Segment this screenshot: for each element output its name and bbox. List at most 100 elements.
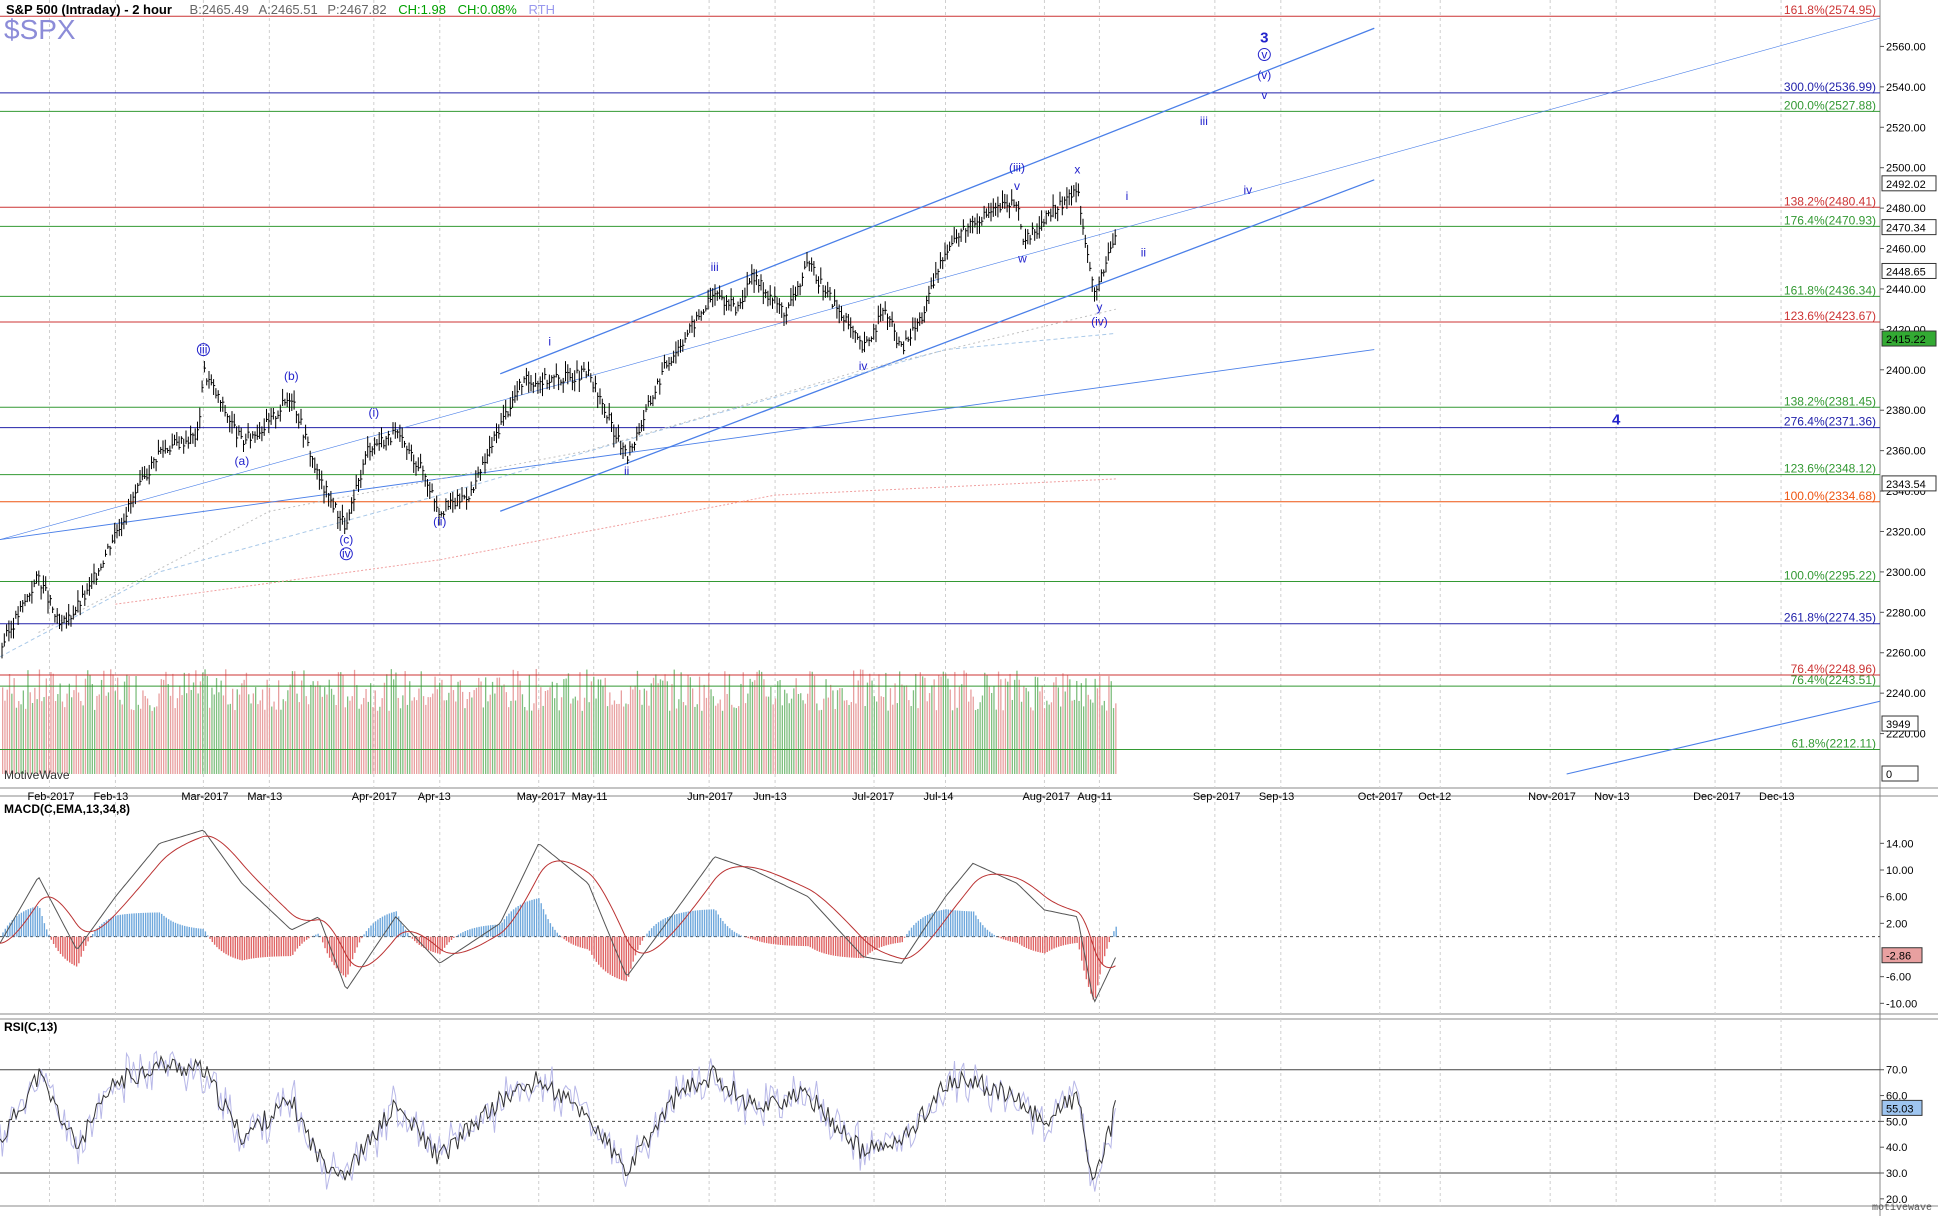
volume-bar <box>882 696 885 774</box>
volume-bar <box>298 702 300 774</box>
rsi-y-tick-label: 20.0 <box>1886 1194 1907 1206</box>
macd-hist-bar <box>16 915 18 937</box>
macd-hist-bar <box>342 936 345 976</box>
volume-bar <box>404 671 406 774</box>
macd-hist-bar <box>478 926 480 937</box>
volume-bar <box>459 680 461 774</box>
macd-hist-bar <box>190 927 193 937</box>
macd-hist-bar <box>554 929 556 937</box>
y-tick-label: 2440.00 <box>1886 284 1926 296</box>
volume-bar <box>1112 708 1115 774</box>
macd-hist-bar <box>1090 936 1092 994</box>
macd-hist-bar <box>1009 936 1012 942</box>
macd-hist-bar <box>82 936 85 951</box>
wave-label: y <box>1096 300 1102 314</box>
y-tick-label: 2500.00 <box>1886 163 1926 175</box>
volume-bar <box>1039 691 1041 774</box>
volume-bar <box>802 700 804 774</box>
macd-hist-bar <box>1058 936 1060 947</box>
volume-bar <box>236 689 238 774</box>
volume-bar <box>924 677 926 774</box>
volume-bar <box>310 684 312 774</box>
macd-hist-bar <box>977 919 979 937</box>
volume-bar <box>1080 683 1082 774</box>
macd-hist-bar <box>328 936 331 958</box>
macd-signal-line <box>0 835 1116 969</box>
macd-hist-bar <box>577 936 579 947</box>
volume-bar <box>848 704 850 774</box>
macd-hist-bar <box>818 936 821 952</box>
rsi-y-tick-label: 30.0 <box>1886 1168 1907 1180</box>
volume-bar <box>68 683 70 774</box>
volume-bar <box>551 681 553 774</box>
macd-hist-bar <box>1085 936 1087 980</box>
volume-bar <box>1103 700 1105 774</box>
macd-hist-bar <box>517 906 519 937</box>
macd-hist-bar <box>200 928 202 937</box>
volume-bar <box>432 693 434 774</box>
volume-bar <box>25 708 27 774</box>
volume-bar <box>126 674 128 774</box>
volume-bar <box>144 695 146 774</box>
y-tick-label: 2260.00 <box>1886 648 1926 660</box>
macd-hist-bar <box>377 919 379 937</box>
volume-bar <box>809 671 811 774</box>
volume-bar <box>34 687 36 774</box>
volume-bar <box>742 672 744 774</box>
macd-hist-bar <box>32 907 34 937</box>
macd-hist-bar <box>87 936 89 942</box>
macd-hist-bar <box>266 936 269 957</box>
macd-hist-bar <box>59 936 62 954</box>
x-tick-label: Aug-11 <box>1077 791 1112 803</box>
volume-bar <box>639 689 641 774</box>
volume-bar <box>133 710 135 774</box>
volume-bar <box>22 690 24 774</box>
volume-bar <box>524 706 526 774</box>
volume-bar <box>1087 694 1089 774</box>
wave-label: i <box>548 335 551 349</box>
macd-hist-bar <box>667 917 669 937</box>
volume-bar <box>751 681 754 774</box>
macd-hist-bar <box>496 924 499 937</box>
volume-bar <box>616 703 618 774</box>
macd-hist-bar <box>34 906 36 937</box>
fib-level-label: 100.0%(2295.22) <box>1784 569 1876 583</box>
volume-bar <box>979 702 981 774</box>
volume-bar <box>600 679 602 774</box>
rsi-y-tick-label: 50.0 <box>1886 1116 1907 1128</box>
change-percent: CH:0.08% <box>457 2 517 17</box>
volume-bar <box>705 697 708 774</box>
macd-hist-bar <box>740 935 742 937</box>
volume-bar <box>429 697 432 774</box>
volume-bar <box>2 687 4 774</box>
volume-bar <box>370 683 372 774</box>
volume-bar <box>763 679 765 774</box>
volume-bar <box>241 683 243 774</box>
macd-hist-bar <box>724 923 726 937</box>
macd-hist-bar <box>188 926 190 937</box>
volume-bar <box>1083 706 1085 774</box>
volume-bar <box>186 693 188 774</box>
macd-hist-bar <box>848 936 851 958</box>
macd-hist-bar <box>443 936 446 948</box>
volume-bar <box>365 689 367 774</box>
wave-label: (v) <box>1257 68 1271 82</box>
macd-hist-bar <box>586 936 588 950</box>
volume-bar <box>554 698 556 774</box>
macd-hist-bar <box>802 936 805 947</box>
macd-hist-bar <box>588 936 591 951</box>
macd-hist-bar <box>1074 936 1076 944</box>
macd-hist-bar <box>538 898 540 937</box>
volume-bar <box>487 701 489 774</box>
x-tick-label: Jul-2017 <box>852 791 894 803</box>
macd-hist-bar <box>1101 936 1104 965</box>
x-tick-label: Apr-2017 <box>352 791 397 803</box>
macd-hist-bar <box>664 918 667 937</box>
volume-bar <box>597 679 599 774</box>
macd-hist-bar <box>515 907 517 937</box>
volume-bar <box>402 695 404 774</box>
volume-bar <box>84 678 87 774</box>
macd-hist-bar <box>807 936 809 947</box>
macd-hist-bar <box>970 911 972 937</box>
